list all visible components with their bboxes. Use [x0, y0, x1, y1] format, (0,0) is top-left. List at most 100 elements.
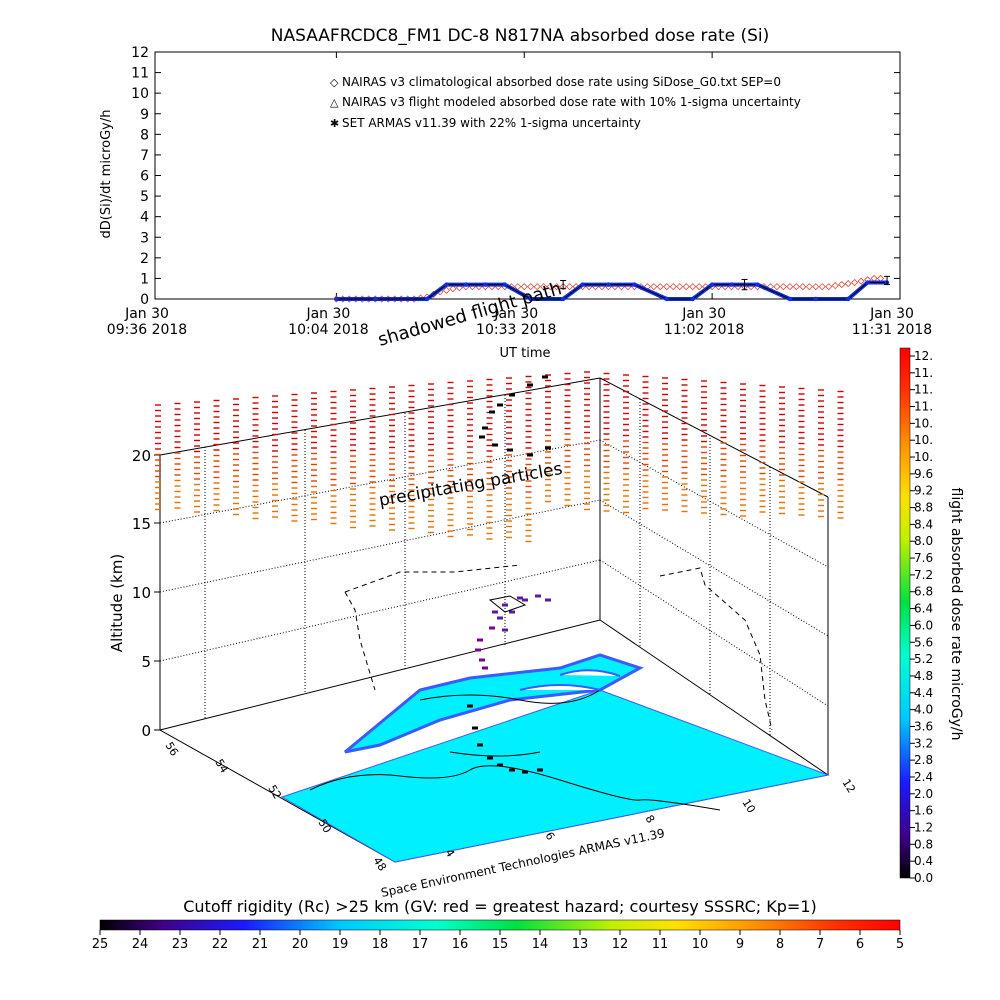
flight-path-point [489, 410, 495, 414]
nairas-clim-point [805, 283, 813, 291]
dose-colorbar-tick-label: 2.8 [914, 753, 933, 767]
flight-path-point [522, 770, 528, 774]
dose-colorbar-tick-label: 3.6 [914, 719, 933, 733]
plot-frame [154, 51, 901, 300]
latitude-tick-label: 50 [315, 817, 333, 836]
dose-colorbar-tick-label: 3.2 [914, 736, 933, 750]
nairas-clim-point [876, 274, 885, 282]
dose-colorbar-tick-label: 9.2 [914, 484, 933, 498]
dose-colorbar-tick-label: 11. [914, 366, 933, 380]
x-axis-label: UT time [500, 346, 551, 361]
latitude-tick-label: 52 [265, 783, 283, 802]
y-tick-label: 5 [140, 189, 149, 205]
rigidity-colorbar-tick-label: 21 [252, 937, 269, 952]
nairas-clim-point [650, 283, 658, 291]
armas-point [787, 296, 793, 302]
flight-path-point [497, 403, 503, 407]
rigidity-colorbar-tick-label: 15 [492, 937, 509, 952]
flight-path-point [497, 763, 503, 767]
armas-point [444, 282, 449, 287]
flight-path-point [522, 598, 528, 602]
nairas-clim-point [818, 283, 826, 291]
flight-path-point [507, 448, 513, 452]
flight-path-point [467, 704, 473, 708]
armas-point [528, 296, 533, 302]
armas-point [813, 296, 818, 302]
rigidity-colorbar-tick-label: 8 [776, 937, 784, 952]
rigidity-colorbar-tick-label: 23 [172, 937, 189, 952]
dose-colorbar-tick-label: 6.0 [914, 618, 933, 632]
flight-path-point [509, 768, 515, 772]
nairas-clim-point [831, 282, 839, 290]
nairas-clim-point [844, 279, 852, 288]
nairas-clim-point [786, 283, 794, 291]
x-tick-label: 09:36 2018 [107, 322, 187, 338]
dose-colorbar-tick-label: 5.6 [914, 635, 933, 649]
dose-colorbar-tick-label: 10. [914, 433, 933, 447]
armas-point [502, 282, 508, 287]
flight-path-point [535, 594, 541, 598]
flight-path-point [509, 393, 515, 397]
flight-path-point [517, 596, 523, 600]
annotation-precipitating-particles: precipitating particles [377, 459, 564, 511]
flight-path [467, 375, 551, 774]
rigidity-colorbar-tick-label: 22 [212, 937, 229, 952]
dose-columns [155, 371, 844, 543]
dose-colorbar-tick-label: 10. [914, 450, 933, 464]
nairas-clim-point [792, 283, 800, 291]
dose-colorbar-tick-label: 6.4 [914, 602, 933, 616]
legend-marker-armas: ✱ [330, 117, 339, 130]
nairas-clim-point [533, 283, 541, 291]
nairas-clim-point [546, 283, 554, 291]
nairas-clim-point [851, 278, 859, 287]
nairas-clim-point [527, 283, 535, 291]
y-tick-label: 12 [131, 45, 149, 61]
nairas-clim-point [559, 283, 567, 291]
dose-colorbar-tick-label: 5.2 [914, 652, 933, 666]
armas-point [606, 282, 611, 287]
nairas-clim-point [838, 281, 846, 289]
x-tick-label: Jan 30 [681, 306, 726, 322]
altitude-tick-label: 15 [132, 515, 151, 533]
altitude-tick-label: 0 [141, 722, 151, 740]
altitude-tick-label: 10 [132, 584, 151, 602]
dose-colorbar-tick-label: 8.4 [914, 517, 933, 531]
dose-colorbar-tick-label: 0.4 [914, 854, 933, 868]
armas-point [845, 296, 851, 302]
dose-colorbar-tick-label: 4.8 [914, 669, 933, 683]
x-tick-label: Jan 30 [305, 306, 350, 322]
flight-path-point [502, 628, 508, 632]
armas-point [424, 296, 430, 302]
flight-path-point [545, 446, 551, 450]
armas-point [865, 280, 870, 285]
armas-point [560, 296, 566, 302]
flight-path-point [542, 375, 548, 379]
rigidity-colorbar-tick-label: 19 [332, 937, 349, 952]
nairas-clim-point [553, 283, 561, 291]
legend-entry-nairas-flight: NAIRAS v3 flight modeled absorbed dose r… [342, 95, 801, 109]
x-tick-label: 10:33 2018 [476, 322, 556, 338]
latitude-tick-label: 54 [212, 757, 230, 776]
rigidity-colorbar-tick-label: 25 [92, 937, 109, 952]
nairas-clim-point [695, 283, 703, 291]
y-tick-label: 10 [131, 86, 149, 102]
y-tick-label: 4 [140, 210, 149, 226]
flight-path-point [482, 666, 488, 670]
flight-path-point [502, 603, 508, 607]
y-tick-label: 6 [140, 169, 149, 185]
dose-colorbar-tick-label: 11. [914, 383, 933, 397]
nairas-clim-point [449, 285, 457, 293]
dose-colorbar-tick-label: 4.0 [914, 703, 933, 717]
flight-path-loop [488, 595, 527, 613]
nairas-clim-point [455, 284, 464, 292]
y-tick-label: 0 [140, 292, 149, 308]
nairas-clim-point [663, 283, 671, 291]
dose-colorbar-tick-label: 4.4 [914, 686, 933, 700]
armas-point [580, 282, 585, 287]
x-tick-label: 11:02 2018 [664, 322, 744, 338]
flight-path-point [489, 626, 495, 630]
dose-colorbar-tick-label: 9.6 [914, 467, 933, 481]
flight-path-point [492, 443, 498, 447]
flight-path-point [477, 638, 483, 642]
flight-path-point [482, 426, 488, 430]
